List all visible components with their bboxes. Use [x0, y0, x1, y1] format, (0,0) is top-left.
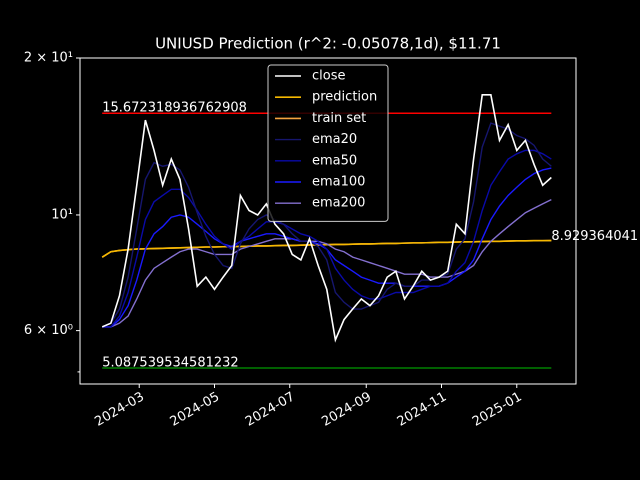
legend-label: ema100 — [312, 175, 365, 190]
legend-label: ema50 — [312, 153, 357, 168]
x-tick-label: 2024-05 — [168, 390, 223, 430]
y-tick-label: 2 × 10¹ — [24, 51, 73, 66]
legend-label: ema20 — [312, 132, 357, 147]
legend-label: train set — [312, 111, 366, 126]
threshold-label: 5.087539534581232 — [102, 355, 238, 370]
series-line — [101, 94, 552, 343]
chart-title: UNIUSD Prediction (r^2: -0.05078,1d), $1… — [155, 35, 501, 53]
y-tick-label: 6 × 10⁰ — [24, 323, 73, 338]
threshold-label: 15.672318936762908 — [102, 101, 247, 116]
x-tick-label: 2024-11 — [395, 390, 450, 430]
legend-label: close — [312, 69, 345, 84]
plot-area — [101, 94, 552, 369]
x-tick-label: 2024-09 — [319, 390, 374, 430]
series-line — [101, 122, 552, 328]
legend-label: ema200 — [312, 196, 365, 211]
x-tick-label: 2024-07 — [243, 390, 298, 430]
y-tick-label: 10¹ — [51, 207, 73, 222]
legend: close prediction train set ema20 ema50 ema100… — [267, 64, 389, 222]
x-tick-label: 2024-03 — [92, 390, 147, 430]
series-line — [102, 149, 552, 328]
x-tick-label: 2025-01 — [470, 390, 525, 430]
end-value-label: 8.929364041 — [551, 229, 638, 244]
legend-label: prediction — [312, 90, 377, 105]
series-line — [102, 199, 552, 328]
plot-frame — [79, 57, 577, 385]
